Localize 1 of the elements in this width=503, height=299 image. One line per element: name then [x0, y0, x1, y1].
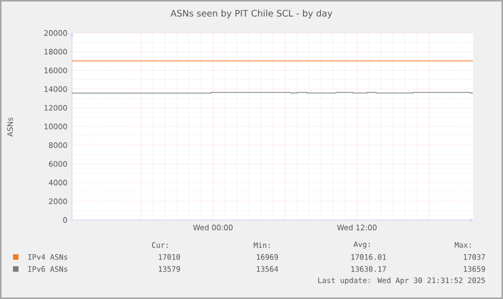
- chart-title: ASNs seen by PIT Chile SCL - by day: [170, 10, 332, 18]
